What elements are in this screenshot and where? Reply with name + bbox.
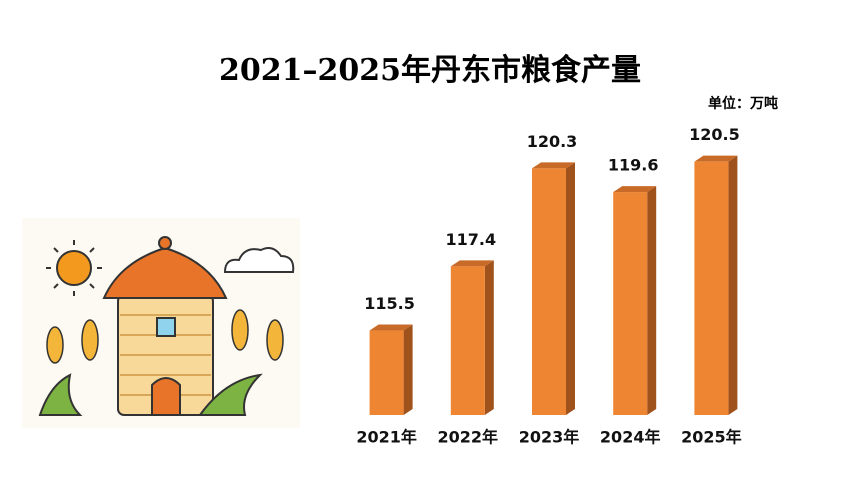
wheat (46, 309, 284, 364)
bar-front (369, 330, 404, 415)
bar-top (450, 260, 494, 267)
bar-side (484, 260, 494, 415)
granary-lines (120, 314, 211, 396)
x-tick-label: 2024年 (600, 428, 661, 447)
bar-front (450, 266, 485, 415)
bar-front (694, 161, 729, 415)
bar-top (369, 324, 413, 331)
bar-top (532, 162, 575, 169)
value-label: 120.3 (527, 132, 578, 151)
bar-side (647, 186, 657, 415)
x-tick-label: 2021年 (356, 428, 417, 447)
leaves (38, 373, 263, 416)
door (151, 377, 181, 416)
bar-side (403, 324, 413, 415)
window (156, 317, 176, 337)
bar (694, 155, 738, 415)
value-label: 115.5 (364, 294, 415, 313)
chart-title: 2021–2025年丹东市粮食产量 (219, 53, 641, 88)
value-label: 120.5 (689, 125, 740, 144)
sun-rays (46, 240, 102, 296)
cloud (223, 247, 295, 273)
unit-label: 单位：万吨 (708, 95, 778, 112)
value-label: 117.4 (445, 230, 496, 249)
roof-knob (158, 236, 172, 250)
value-label: 119.6 (608, 156, 659, 175)
bar (450, 260, 494, 415)
bar-side (728, 155, 738, 415)
x-tick-label: 2023年 (519, 428, 580, 447)
x-tick-label: 2022年 (438, 428, 499, 447)
bar (532, 162, 575, 415)
illustration (22, 218, 300, 428)
bar-front (613, 192, 648, 415)
x-tick-label: 2025年 (681, 428, 742, 447)
bar (369, 324, 413, 415)
bar-top (694, 155, 738, 162)
bar-top (613, 186, 657, 193)
sun (56, 250, 92, 286)
bar (613, 186, 657, 415)
bar-front (532, 168, 566, 415)
bar-side (566, 162, 575, 415)
